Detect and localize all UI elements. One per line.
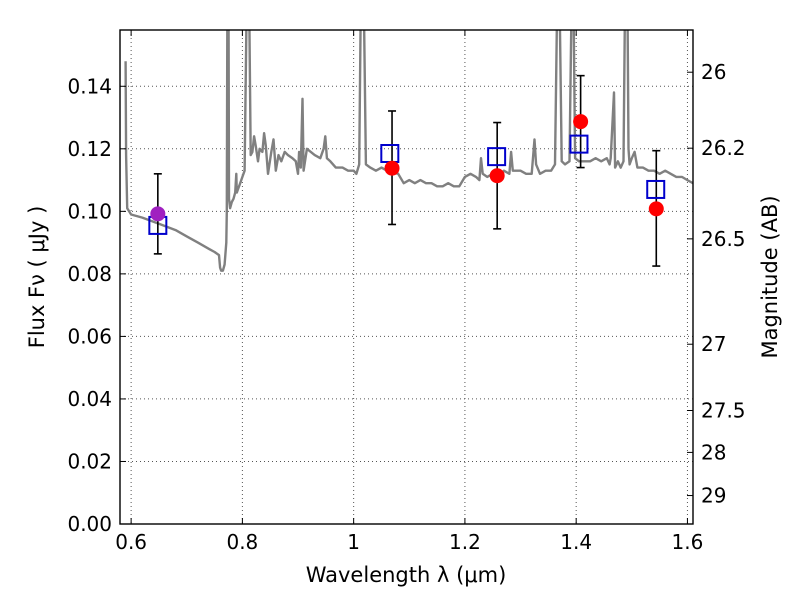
y-axis-label: Flux Fν ( μJy ): [25, 206, 49, 349]
model-band-square: [646, 179, 666, 199]
y2-tick-label: 29: [701, 484, 726, 508]
observed-point: [573, 114, 589, 130]
x-tick-label: 0.8: [226, 530, 258, 554]
y2-tick-label: 27: [701, 332, 726, 356]
y-tick-label: 0.02: [67, 449, 112, 473]
y-tick-label: 0.00: [67, 512, 112, 536]
y-tick-label: 0.04: [67, 387, 112, 411]
axis-ticks: 0.6 0.8 1 1.2 1.4 1.6 0.00 0.02 0.04 0.06 0.08 0.10…: [67, 30, 746, 554]
y-tick-label: 0.08: [67, 262, 112, 286]
y-tick-label: 0.06: [67, 324, 112, 348]
y2-tick-label: 26.2: [701, 136, 746, 160]
model-band-square: [487, 147, 507, 167]
observed-point: [648, 201, 664, 217]
y2-tick-label: 28: [701, 440, 726, 464]
y2-tick-label: 27.5: [701, 399, 746, 423]
observed-point: [489, 168, 505, 184]
x-tick-label: 0.6: [115, 530, 147, 554]
x-tick-label: 1: [347, 530, 360, 554]
observed-point: [150, 206, 166, 222]
x-tick-label: 1.4: [560, 530, 592, 554]
spectrum-layer: [124, 30, 693, 272]
x-tick-label: 1.6: [672, 530, 704, 554]
x-tick-label: 1.2: [449, 530, 481, 554]
model-spectrum-line: [124, 30, 693, 272]
y2-tick-label: 26: [701, 60, 726, 84]
x-axis-label: Wavelength λ (μm): [306, 563, 507, 587]
observed-point: [384, 160, 400, 176]
observed-points-layer: [150, 114, 664, 222]
y-tick-label: 0.10: [67, 199, 112, 223]
model-band-layer: [148, 134, 666, 235]
plot-frame: [119, 29, 694, 525]
y2-axis-label: Magnitude (AB): [758, 195, 782, 358]
y2-tick-label: 26.5: [701, 227, 746, 251]
y-tick-label: 0.14: [67, 74, 112, 98]
plot-background: [120, 30, 693, 524]
y-tick-label: 0.12: [67, 137, 112, 161]
model-band-square: [569, 134, 589, 154]
